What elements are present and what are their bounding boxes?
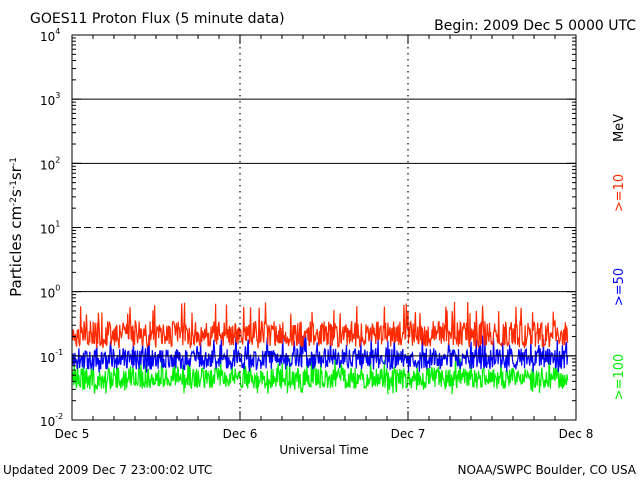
legend-entry: >=50: [612, 268, 627, 306]
x-axis: Dec 5 Dec 6 Dec 7 Dec 8: [55, 35, 594, 441]
series-line-ge10: [71, 301, 569, 349]
begin-time: Begin: 2009 Dec 5 0000 UTC: [434, 18, 636, 34]
legend-entry: >=10: [612, 174, 627, 212]
legend-entry: >=100: [612, 354, 627, 401]
chart-title: GOES11 Proton Flux (5 minute data): [30, 11, 285, 27]
y-tick-label: 10-2: [40, 412, 63, 429]
series-layer: [71, 301, 569, 395]
x-tick-label: Dec 6: [223, 427, 258, 441]
y-tick-label: 102: [40, 155, 60, 172]
y-tick-label: 101: [40, 220, 60, 237]
credit-text: NOAA/SWPC Boulder, CO USA: [458, 463, 637, 477]
legend: MeV >=10 >=50 >=100: [612, 114, 627, 400]
updated-timestamp: Updated 2009 Dec 7 23:00:02 UTC: [3, 463, 212, 477]
y-axis: 104 103 102 101 100 10-1 10-2: [40, 27, 576, 429]
y-axis-title: Particles cm-2s-1sr-1: [7, 157, 25, 297]
y-tick-label: 100: [40, 284, 60, 301]
series-line-ge100: [71, 356, 569, 395]
legend-unit: MeV: [612, 114, 627, 142]
x-axis-title: Universal Time: [279, 443, 368, 457]
grid-layer: [72, 98, 576, 357]
y-tick-label: 103: [40, 91, 60, 108]
x-tick-label: Dec 5: [55, 427, 90, 441]
x-tick-label: Dec 8: [559, 427, 594, 441]
y-tick-label: 104: [40, 27, 60, 44]
x-tick-label: Dec 7: [391, 427, 426, 441]
y-tick-label: 10-1: [40, 348, 63, 365]
